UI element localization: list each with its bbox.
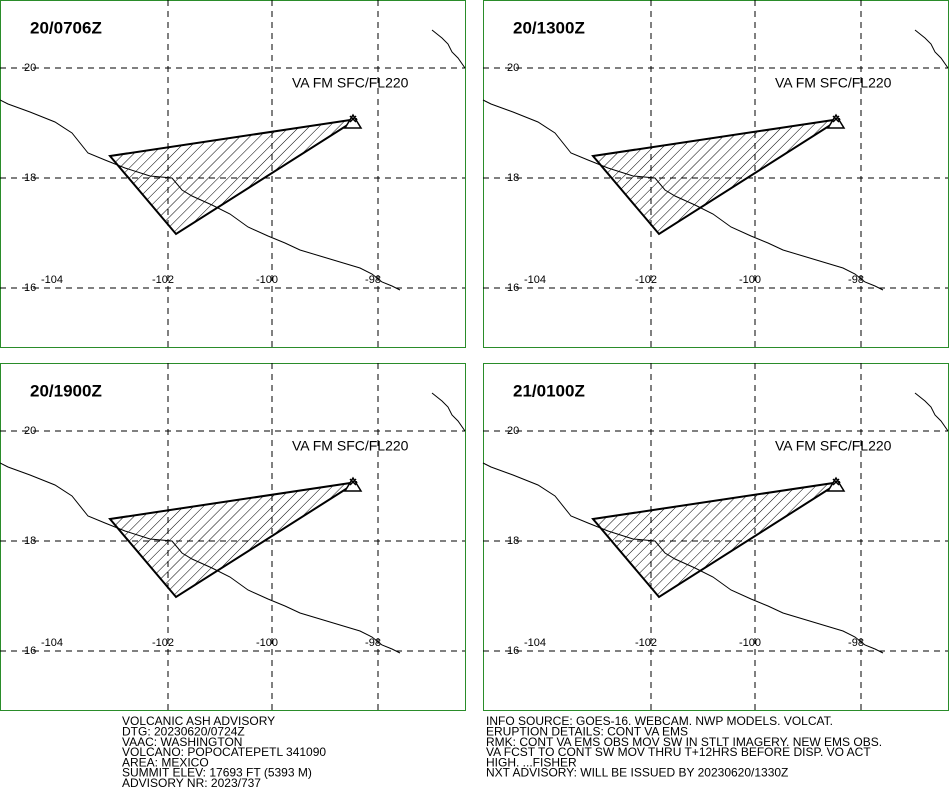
- volcano-marker: [832, 115, 840, 123]
- footer-line: VOLCANIC ASH ADVISORY: [122, 714, 275, 728]
- lat-label: 20: [24, 62, 36, 74]
- lon-label: -104: [524, 274, 546, 286]
- lat-label: 18: [507, 172, 519, 184]
- ash-level: VA FM SFC/FL220: [292, 438, 409, 454]
- lon-label: -98: [365, 637, 381, 649]
- lon-label: -100: [739, 274, 761, 286]
- footer-line: SUMMIT ELEV: 17693 FT (5393 M): [122, 766, 312, 780]
- footer-line: DTG: 20230620/0724Z: [122, 724, 245, 738]
- ash-level: VA FM SFC/FL220: [775, 75, 892, 91]
- ash-level: VA FM SFC/FL220: [775, 438, 892, 454]
- lon-label: -102: [635, 274, 657, 286]
- map-panel: 20 18 16 -104 -102 -100 -98 20/0706Z VA FM SFC/F…: [0, 0, 466, 348]
- lon-label: -98: [365, 274, 381, 286]
- lon-label: -104: [524, 637, 546, 649]
- lon-label: -100: [256, 637, 278, 649]
- lat-label: 20: [507, 62, 519, 74]
- lon-label: -100: [739, 637, 761, 649]
- map-panel: 20 18 16 -104 -102 -100 -98 20/1300Z VA FM SFC/F…: [482, 0, 949, 348]
- lat-label: 16: [507, 645, 519, 657]
- map-panel: 20 18 16 -104 -102 -100 -98 21/0100Z VA FM SFC/F…: [482, 363, 949, 711]
- lon-label: -104: [41, 274, 63, 286]
- ash-area: [108, 118, 358, 236]
- footer-line: HIGH. ...FISHER: [486, 755, 577, 769]
- lat-label: 16: [24, 282, 36, 294]
- volcano-symbol: [343, 113, 363, 129]
- panel-border: [0, 0, 466, 348]
- volcano-marker: [349, 478, 357, 486]
- map-panel: 20 18 16 -104 -102 -100 -98 20/1900Z VA FM SFC/F…: [0, 363, 466, 711]
- volcano-marker: [349, 115, 357, 123]
- lat-label: 20: [24, 425, 36, 437]
- lat-label: 18: [24, 535, 36, 547]
- ash-level: VA FM SFC/FL220: [292, 75, 409, 91]
- lon-label: -98: [848, 637, 864, 649]
- footer-line: VA FCST TO CONT SW MOV THRU T+12HRS BEFO…: [486, 745, 871, 759]
- coastline: [914, 392, 949, 432]
- footer-line: INFO SOURCE: GOES-16. WEBCAM. NWP MODELS…: [486, 714, 833, 728]
- lon-label: -98: [848, 274, 864, 286]
- lon-label: -102: [152, 637, 174, 649]
- lon-label: -102: [152, 274, 174, 286]
- volcano-symbol: [826, 476, 846, 492]
- footer-line: VAAC: WASHINGTON: [122, 735, 242, 749]
- valid-time: 20/1300Z: [513, 18, 585, 37]
- footer-line: AREA: MEXICO: [122, 755, 209, 769]
- panel-border: [483, 363, 949, 711]
- coastline: [431, 29, 466, 69]
- footer-line: VOLCANO: POPOCATEPETL 341090: [122, 745, 326, 759]
- lat-label: 18: [24, 172, 36, 184]
- volcano-symbol: [826, 113, 846, 129]
- panel-border: [0, 363, 466, 711]
- valid-time: 20/0706Z: [30, 18, 102, 37]
- lon-label: -100: [256, 274, 278, 286]
- footer-line: NXT ADVISORY: WILL BE ISSUED BY 20230620…: [486, 766, 788, 780]
- lon-label: -102: [635, 637, 657, 649]
- lon-label: -104: [41, 637, 63, 649]
- lat-label: 16: [24, 645, 36, 657]
- footer-line: ADVISORY NR: 2023/737: [122, 776, 261, 790]
- ash-area: [591, 118, 841, 236]
- volcano-marker: [832, 478, 840, 486]
- ash-area: [591, 481, 841, 599]
- lat-label: 16: [507, 282, 519, 294]
- coastline: [431, 392, 466, 432]
- footer-line: RMK: CONT VA EMS OBS MOV SW IN STLT IMAG…: [486, 735, 882, 749]
- lat-label: 20: [507, 425, 519, 437]
- coastline: [914, 29, 949, 69]
- panel-border: [483, 0, 949, 348]
- volcano-symbol: [343, 476, 363, 492]
- ash-area: [108, 481, 358, 599]
- valid-time: 20/1900Z: [30, 381, 102, 400]
- footer-line: ERUPTION DETAILS: CONT VA EMS: [486, 724, 688, 738]
- lat-label: 18: [507, 535, 519, 547]
- valid-time: 21/0100Z: [513, 381, 585, 400]
